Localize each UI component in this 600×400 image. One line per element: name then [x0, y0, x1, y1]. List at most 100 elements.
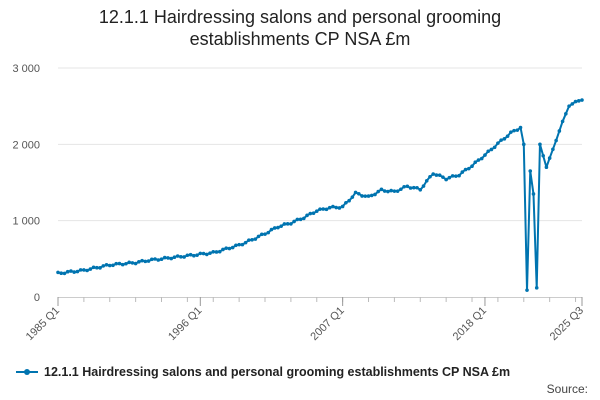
data-point [166, 256, 170, 260]
data-point [515, 128, 520, 132]
data-point [357, 191, 361, 196]
y-tick-label: 0 [34, 292, 40, 304]
data-point [382, 189, 387, 193]
data-point [298, 217, 303, 222]
data-point [560, 119, 565, 124]
data-point [437, 173, 442, 177]
data-point [172, 255, 177, 260]
data-point [127, 260, 131, 265]
data-point [117, 261, 122, 266]
data-point [521, 142, 526, 147]
data-point [295, 217, 300, 222]
data-point [528, 169, 533, 173]
x-tick-label: 2025 Q3 [548, 305, 586, 343]
data-point [321, 207, 326, 211]
data-point [162, 255, 167, 260]
data-point [418, 187, 423, 192]
data-point [104, 263, 109, 267]
data-point [314, 209, 319, 213]
chart-title-line-1: 12.1.1 Hairdressing salons and personal … [98, 7, 502, 27]
data-point [567, 104, 571, 108]
data-point [405, 184, 410, 189]
data-point [214, 250, 219, 254]
data-point [179, 255, 183, 259]
data-point [195, 253, 199, 257]
data-point [253, 237, 258, 241]
data-point [101, 264, 106, 268]
data-point [224, 246, 228, 250]
data-point [337, 206, 342, 210]
data-point [473, 160, 478, 165]
data-point [227, 246, 232, 251]
data-point [360, 194, 364, 198]
data-point [509, 130, 513, 134]
data-point [69, 269, 73, 273]
data-point [98, 266, 102, 270]
data-point [580, 98, 584, 102]
data-point [75, 269, 80, 274]
data-point [137, 260, 141, 264]
data-point [466, 166, 471, 171]
data-point [470, 164, 474, 169]
data-point [324, 207, 329, 212]
data-point [557, 129, 562, 133]
data-point [496, 141, 500, 145]
data-point [311, 211, 316, 215]
data-point [266, 230, 271, 235]
data-point [185, 253, 190, 258]
data-point [243, 240, 248, 245]
data-point [415, 185, 419, 190]
data-point [483, 153, 487, 157]
data-point [95, 265, 99, 270]
data-point [72, 270, 76, 274]
data-point [91, 265, 96, 270]
data-point [237, 242, 241, 247]
data-point [56, 270, 60, 275]
data-point [547, 156, 552, 160]
data-point [240, 242, 245, 247]
data-point [408, 186, 413, 190]
data-point [502, 137, 507, 141]
data-point [159, 257, 164, 262]
data-point [399, 187, 403, 192]
data-point [389, 188, 393, 193]
data-point [434, 173, 439, 177]
data-point [570, 102, 575, 106]
data-point [350, 195, 355, 199]
data-point [107, 263, 112, 268]
data-point [150, 257, 154, 262]
data-point [331, 204, 335, 209]
data-point [221, 247, 225, 252]
data-point [201, 251, 206, 256]
data-point [276, 225, 280, 230]
data-point [182, 255, 186, 259]
data-point [327, 205, 332, 210]
data-point [444, 177, 448, 182]
x-tick-label: 2018 Q1 [451, 305, 489, 343]
data-point [541, 153, 545, 158]
source-label[interactable]: Source: [546, 382, 588, 396]
data-point [282, 222, 287, 226]
legend[interactable]: 12.1.1 Hairdressing salons and personal … [16, 365, 510, 379]
data-point [512, 128, 516, 133]
data-point [111, 263, 115, 268]
data-point [114, 261, 119, 266]
data-point [146, 259, 151, 263]
data-point [247, 238, 251, 242]
data-point [476, 158, 481, 162]
data-point [525, 288, 529, 292]
x-tick-label: 2007 Q1 [308, 305, 346, 343]
data-point [156, 258, 161, 262]
y-tick-label: 3 000 [12, 63, 40, 75]
data-point [143, 259, 148, 264]
data-point [259, 232, 264, 237]
data-point [88, 267, 93, 271]
data-point [130, 261, 135, 265]
data-point [217, 249, 222, 254]
data-point [576, 99, 581, 103]
data-point [269, 227, 274, 232]
data-point [263, 232, 267, 236]
data-point [428, 174, 432, 179]
data-point [531, 192, 536, 196]
data-point [534, 286, 539, 290]
